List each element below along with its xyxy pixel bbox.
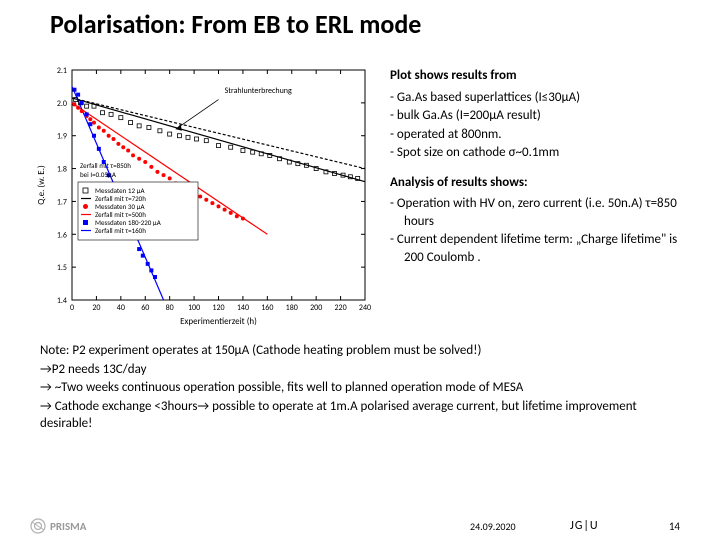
- note-line: → Cathode exchange <3hours→ possible to …: [40, 398, 680, 433]
- bullets2-head: Analysis of results shows:: [390, 174, 690, 192]
- svg-text:Zerfall mit τ=160h: Zerfall mit τ=160h: [95, 226, 146, 235]
- bullet-item: Operation with HV on, zero current (i.e.…: [390, 195, 690, 230]
- svg-text:Q.e. (w. E.): Q.e. (w. E.): [36, 165, 47, 205]
- bullet-item: Current dependent lifetime term: „Charge…: [390, 231, 690, 266]
- svg-text:1.9: 1.9: [57, 132, 67, 142]
- note-block: Note: P2 experiment operates at 150μA (C…: [30, 342, 690, 433]
- svg-text:Zerfall mit τ=850h: Zerfall mit τ=850h: [80, 161, 131, 170]
- bullet-item: Spot size on cathode σ~0.1mm: [390, 144, 690, 162]
- bullets2-list: Operation with HV on, zero current (i.e.…: [390, 195, 690, 266]
- svg-text:60: 60: [141, 303, 149, 313]
- prisma-logo: PRISMA: [30, 518, 86, 534]
- bullet-item: bulk Ga.As (I=200μA result): [390, 107, 690, 125]
- svg-text:1.6: 1.6: [57, 230, 67, 240]
- svg-text:bei I=0.05μA: bei I=0.05μA: [80, 170, 117, 179]
- svg-text:160: 160: [261, 303, 273, 313]
- chart: 0 20 40 60 80 100 120 140 160 180 200 220 240 1.4 1.5 1…: [30, 50, 380, 330]
- svg-text:100: 100: [188, 303, 200, 313]
- svg-text:180: 180: [286, 303, 298, 313]
- bullet-item: Ga.As based superlattices (I≤30μA): [390, 89, 690, 107]
- note-line: → ~Two weeks continuous operation possib…: [40, 379, 680, 397]
- description-text: Plot shows results from Ga.As based supe…: [390, 50, 690, 330]
- svg-text:1.4: 1.4: [57, 296, 67, 306]
- svg-text:2.1: 2.1: [57, 66, 67, 76]
- footer: PRISMA 24.09.2020 JG|U 14: [0, 518, 720, 534]
- bullet-item: operated at 800nm.: [390, 126, 690, 144]
- footer-page: 14: [669, 520, 680, 533]
- svg-text:1.7: 1.7: [57, 197, 67, 207]
- svg-text:140: 140: [237, 303, 249, 313]
- svg-text:1.8: 1.8: [57, 165, 67, 175]
- svg-text:200: 200: [310, 303, 322, 313]
- bullets1-list: Ga.As based superlattices (I≤30μA) bulk …: [390, 89, 690, 162]
- svg-text:120: 120: [212, 303, 224, 313]
- prisma-label: PRISMA: [50, 520, 86, 533]
- svg-text:240: 240: [359, 303, 371, 313]
- note-line: Note: P2 experiment operates at 150μA (C…: [40, 342, 680, 360]
- svg-text:1.5: 1.5: [57, 263, 67, 273]
- svg-text:20: 20: [92, 303, 100, 313]
- svg-text:Strahlunterbrechung: Strahlunterbrechung: [225, 86, 292, 96]
- note-line: →P2 needs 13C/day: [40, 361, 680, 379]
- svg-text:0: 0: [70, 303, 74, 313]
- svg-text:40: 40: [117, 303, 125, 313]
- footer-jgu: JG|U: [570, 519, 599, 533]
- bullets1-head: Plot shows results from: [390, 67, 690, 85]
- svg-text:Experimentierzeit (h): Experimentierzeit (h): [180, 316, 257, 327]
- svg-text:220: 220: [334, 303, 346, 313]
- footer-date: 24.09.2020: [470, 520, 516, 533]
- svg-text:80: 80: [166, 303, 174, 313]
- svg-text:2.0: 2.0: [57, 99, 67, 109]
- slide-title: Polarisation: From EB to ERL mode: [30, 8, 690, 40]
